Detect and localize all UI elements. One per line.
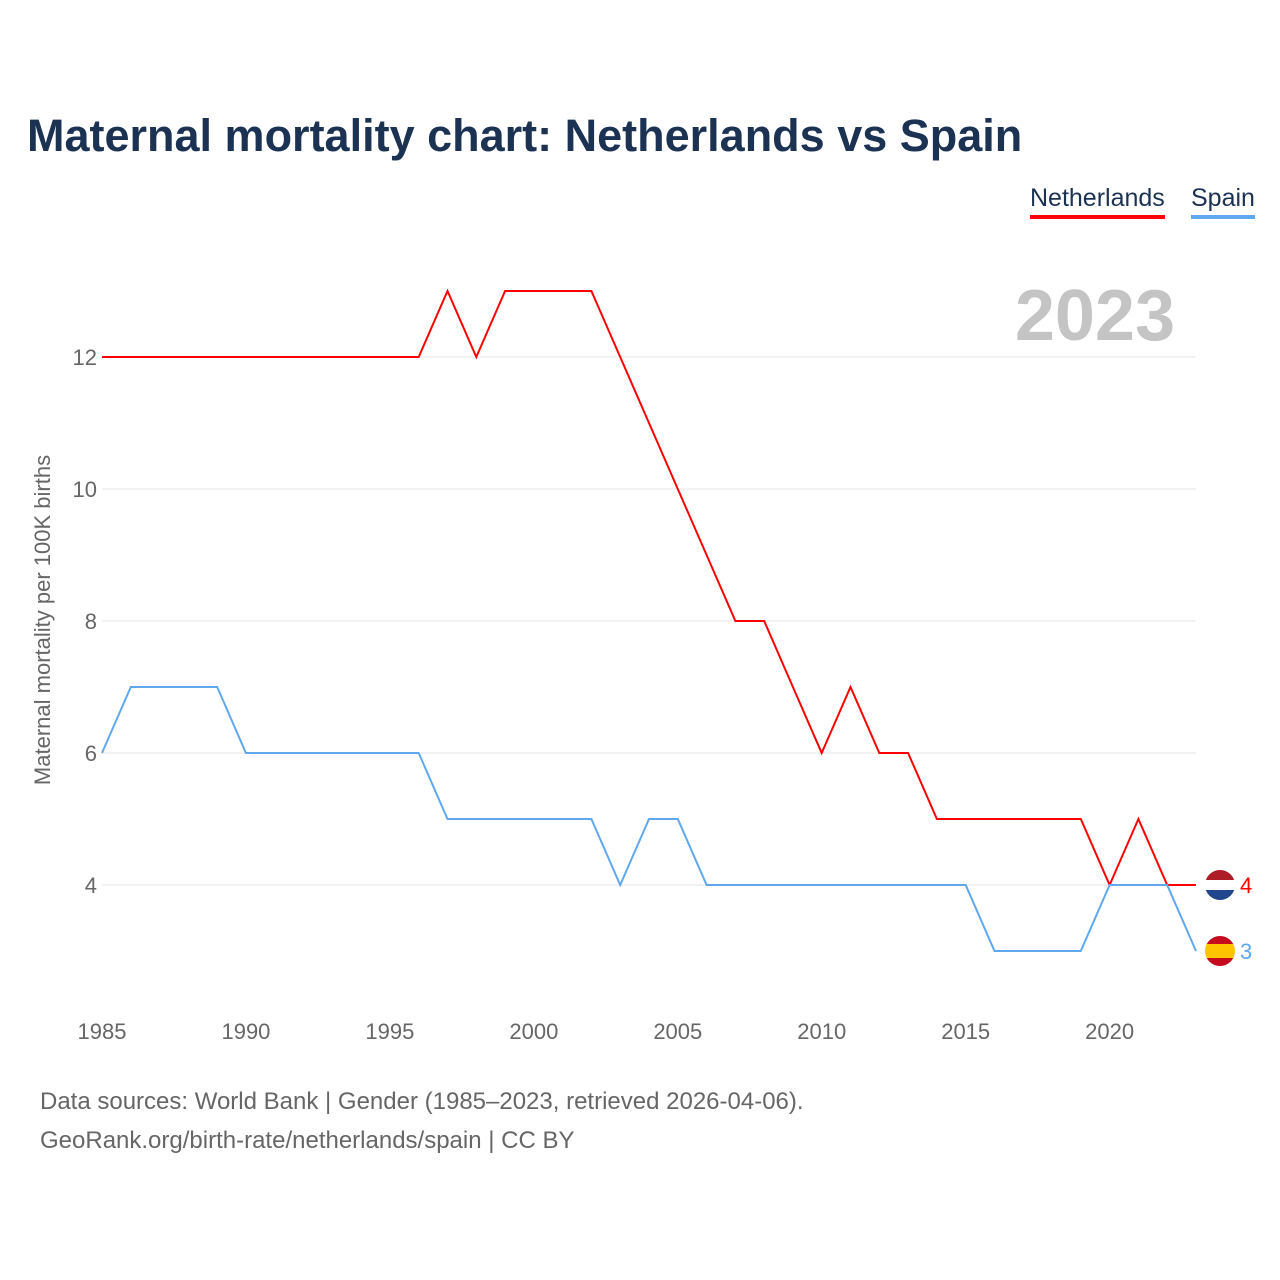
data-source-text: Data sources: World Bank | Gender (1985–… bbox=[40, 1088, 804, 1115]
series-line-spain bbox=[101, 686, 1197, 952]
flag-band bbox=[1205, 890, 1235, 900]
flag-band bbox=[1205, 944, 1235, 958]
flag-band bbox=[1205, 870, 1235, 880]
source-link[interactable]: GeoRank.org/birth-rate/netherlands/spain… bbox=[40, 1127, 575, 1154]
x-tick-label: 2005 bbox=[653, 1019, 702, 1044]
flag-band bbox=[1205, 880, 1235, 890]
series-line-netherlands bbox=[102, 288, 1196, 888]
legend-netherlands[interactable]: Netherlands bbox=[1030, 184, 1165, 219]
flag-band bbox=[1205, 958, 1235, 966]
x-tick-label: 2000 bbox=[509, 1019, 558, 1044]
x-tick-label: 1985 bbox=[78, 1019, 127, 1044]
flag-netherlands-icon bbox=[1205, 870, 1235, 900]
y-tick-label: 6 bbox=[85, 741, 97, 766]
x-tick-label: 2015 bbox=[941, 1019, 990, 1044]
x-tick-label: 2020 bbox=[1085, 1019, 1134, 1044]
y-tick-label: 12 bbox=[73, 345, 97, 370]
x-tick-label: 1995 bbox=[365, 1019, 414, 1044]
y-tick-label: 10 bbox=[73, 477, 97, 502]
end-value-label-spain: 3 bbox=[1240, 939, 1252, 964]
chart-title: Maternal mortality chart: Netherlands vs… bbox=[27, 110, 1023, 161]
flag-band bbox=[1205, 936, 1235, 944]
legend-spain[interactable]: Spain bbox=[1191, 184, 1255, 219]
y-axis-label: Maternal mortality per 100K births bbox=[30, 455, 55, 785]
x-tick-label: 2010 bbox=[797, 1019, 846, 1044]
x-tick-label: 1990 bbox=[221, 1019, 270, 1044]
end-value-label-netherlands: 4 bbox=[1240, 873, 1252, 898]
y-tick-label: 4 bbox=[85, 873, 97, 898]
year-watermark: 2023 bbox=[1015, 276, 1175, 356]
flag-spain-icon bbox=[1205, 936, 1235, 966]
y-tick-label: 8 bbox=[85, 609, 97, 634]
